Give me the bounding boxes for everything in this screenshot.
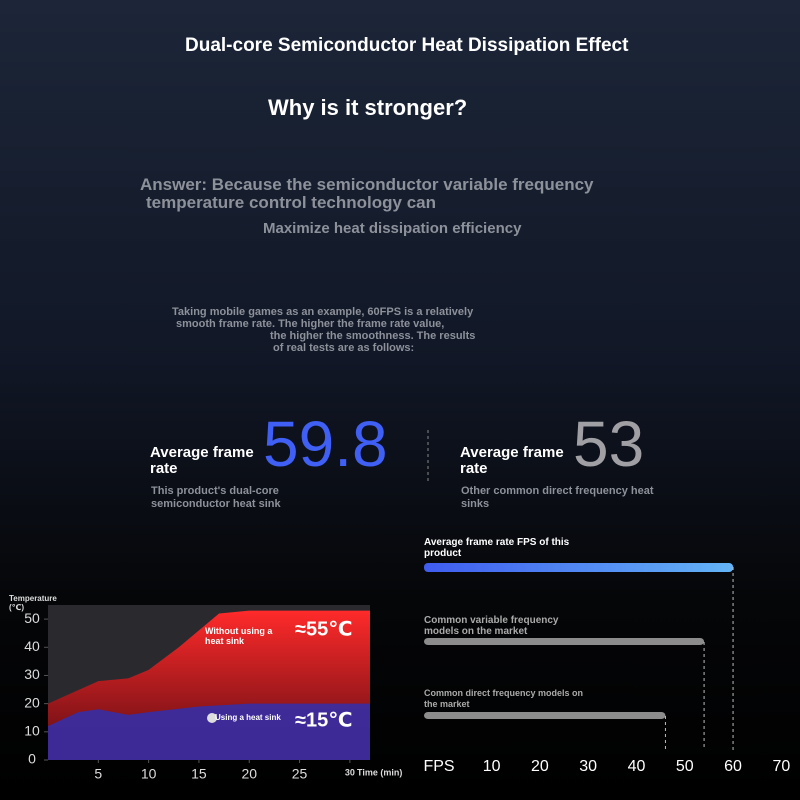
y-tick-label: 0 (28, 751, 36, 767)
x-tick-label: 10 (483, 758, 501, 775)
x-tick-label: 60 (724, 758, 742, 775)
question: Why is it stronger? (268, 95, 468, 120)
answer-line: temperature control technology can (146, 193, 436, 212)
x-tick-label: 30 (345, 767, 355, 777)
note-line: the higher the smoothness. The results (270, 330, 476, 342)
x-tick-label: 30 (579, 758, 597, 775)
category-label: Common direct frequency models on the ma… (424, 688, 584, 709)
x-axis-label: FPS (423, 758, 454, 775)
x-tick-label: 25 (292, 766, 308, 782)
bar (424, 638, 705, 645)
x-tick-label: 40 (628, 758, 646, 775)
note-line: Taking mobile games as an example, 60FPS… (172, 306, 474, 318)
stat-label: Average frame rate (460, 444, 564, 477)
category-label: Common variable frequency models on the … (424, 615, 559, 637)
area (48, 703, 370, 760)
annotation: ≈15℃ (295, 709, 352, 731)
stat-caption: This product's dual-core semiconductor h… (151, 485, 281, 510)
x-axis-label: Time (min) (357, 767, 402, 777)
x-tick-label: 20 (531, 758, 549, 775)
note-line: of real tests are as follows: (273, 342, 415, 354)
stat-label: Average frame rate (150, 444, 254, 477)
y-tick-label: 10 (24, 723, 40, 739)
x-tick-label: 20 (241, 766, 257, 782)
category-label: Average frame rate FPS of this product (424, 537, 570, 559)
series-label: Using a heat sink (215, 713, 281, 722)
series-label: Without using a heat sink (205, 626, 273, 646)
x-tick-label: 70 (772, 758, 790, 775)
bar (424, 712, 666, 719)
y-tick-label: 50 (24, 610, 40, 626)
stat-value: 53 (573, 408, 645, 480)
stat-caption: Other common direct frequency heat sinks (461, 485, 654, 510)
y-tick-label: 20 (24, 694, 40, 710)
bar (424, 563, 734, 572)
y-tick-label: 30 (24, 666, 40, 682)
answer-line: Answer: Because the semiconductor variab… (140, 175, 594, 194)
label-dot (207, 713, 217, 723)
answer-line: Maximize heat dissipation efficiency (263, 220, 522, 237)
x-tick-label: 10 (141, 766, 157, 782)
y-axis-label: Temperature (℃) (9, 594, 57, 612)
x-tick-label: 5 (94, 766, 102, 782)
title: Dual-core Semiconductor Heat Dissipation… (185, 35, 629, 56)
x-tick-label: 15 (191, 766, 207, 782)
annotation: ≈55℃ (295, 618, 352, 640)
x-tick-label: 50 (676, 758, 694, 775)
stat-value: 59.8 (263, 408, 388, 480)
note-line: smooth frame rate. The higher the frame … (176, 318, 445, 330)
y-tick-label: 40 (24, 638, 40, 654)
